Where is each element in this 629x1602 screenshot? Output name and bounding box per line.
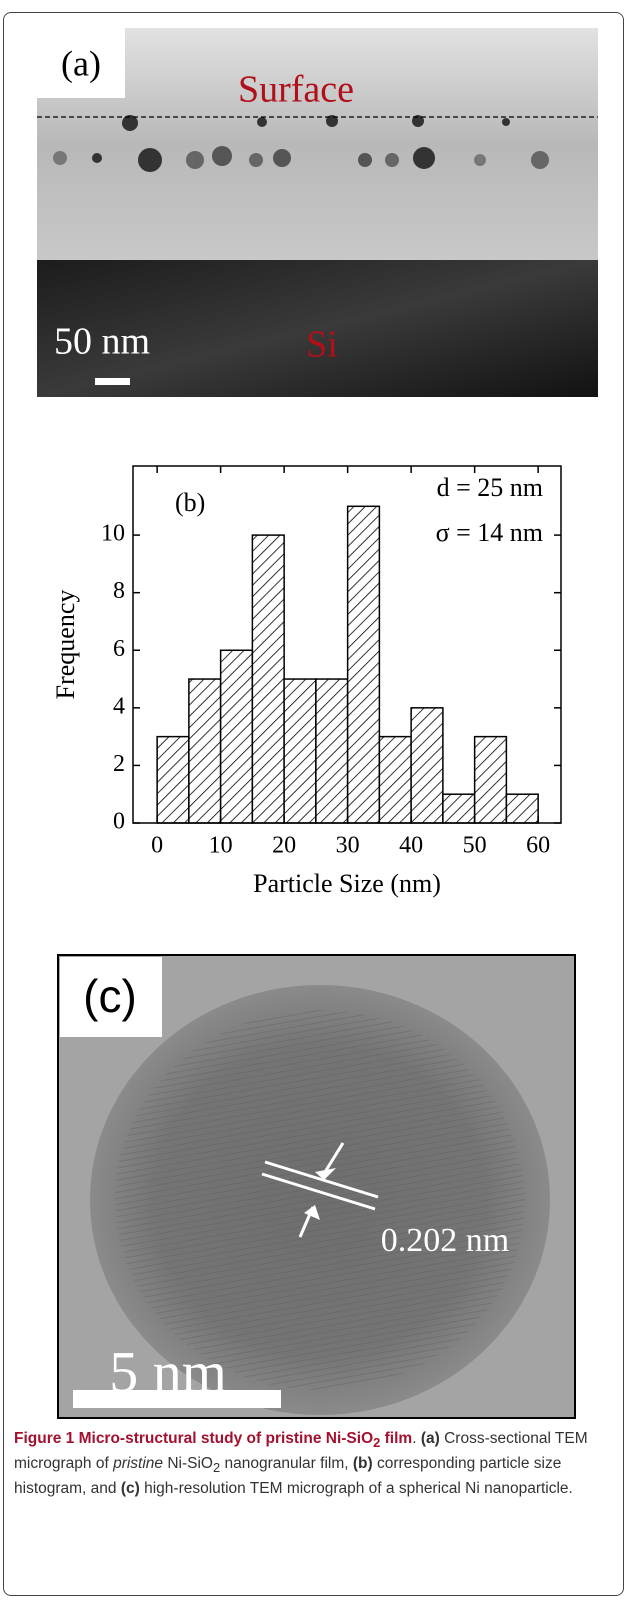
panel-c: (c) 0.202 nm 5 nm: [57, 954, 576, 1419]
bar: [378, 735, 412, 824]
caption-text: Cross-sectional TEM micrograph of: [14, 1430, 588, 1473]
substrate-label: Si: [306, 324, 338, 366]
x-tick-label: 60: [526, 833, 550, 859]
x-tick-label: 20: [272, 833, 296, 859]
bar: [442, 793, 476, 824]
bar: [283, 678, 317, 824]
figure-frame: [3, 12, 624, 1596]
caption: Figure 1 Micro-structural study of prist…: [14, 1428, 619, 1499]
y-tick-label: 4: [113, 693, 125, 719]
panel-b: 0 2 4 6 8 10 0 10 20 30 40 50 60 Particle Size (nm) Fr…: [51, 465, 562, 898]
lattice: [115, 1010, 525, 1390]
bar: [188, 678, 222, 824]
caption-text: Figure 1 Micro-structural study of prist…: [14, 1430, 374, 1447]
x-tick-label: 0: [151, 833, 163, 859]
panel-label: (c): [83, 970, 137, 1022]
bar: [156, 735, 190, 824]
panel-a: (a) Surface 50 nm Si: [37, 28, 598, 397]
arrow-head: [315, 1168, 336, 1180]
bar: [346, 505, 381, 824]
bar: [505, 793, 539, 824]
bar: [251, 534, 285, 824]
arrow-head: [304, 1205, 320, 1220]
annotation: σ = 14 nm: [436, 518, 543, 547]
bar: [473, 735, 508, 824]
y-axis-label: Frequency: [51, 590, 80, 700]
caption-text: (b): [352, 1455, 373, 1473]
caption-text: nanogranular film,: [220, 1455, 353, 1473]
caption-text: film: [380, 1430, 413, 1447]
label-box: [37, 28, 125, 98]
y-tick-label: 0: [113, 809, 125, 835]
particles: [53, 115, 549, 172]
y-tick-label: 2: [113, 751, 125, 777]
caption-text: corresponding particle size histogram, a…: [14, 1455, 562, 1498]
spacing-label: 0.202 nm: [381, 1222, 509, 1259]
surface-label: Surface: [238, 69, 354, 111]
scale-label: 50 nm: [54, 321, 150, 363]
x-tick-label: 50: [463, 833, 487, 859]
annotation: (b): [175, 488, 205, 517]
caption-title: Figure 1 Micro-structural study of prist…: [14, 1430, 413, 1451]
caption-text: 2: [373, 1435, 381, 1451]
substrate-region: [37, 260, 598, 397]
y-tick-label: 8: [113, 578, 125, 604]
caption-text: (c): [120, 1480, 140, 1498]
caption-text: .: [412, 1430, 421, 1447]
caption-text: Ni-SiO: [163, 1455, 213, 1473]
figure: (a) Surface 50 nm Si 0 2 4 6 8 10 0 10 20 30 40 50 6…: [37, 28, 598, 1419]
bar: [315, 678, 349, 824]
scale-bar: [73, 1390, 281, 1408]
caption-text: 2: [213, 1460, 221, 1476]
bar: [410, 707, 444, 824]
spacing-marker: [261, 1142, 379, 1238]
caption-text: high-resolution TEM micrograph of a sphe…: [139, 1480, 573, 1498]
caption-text: (a): [420, 1430, 440, 1447]
scale-bar: [95, 378, 130, 385]
x-tick-label: 30: [336, 833, 360, 859]
label-box: [60, 957, 162, 1037]
y-tick-label: 6: [113, 636, 125, 662]
panel-label: (a): [61, 43, 101, 83]
annotation: d = 25 nm: [437, 473, 543, 502]
x-tick-label: 40: [399, 833, 423, 859]
bar: [219, 649, 254, 824]
x-axis-label: Particle Size (nm): [253, 869, 441, 898]
x-tick-label: 10: [209, 833, 233, 859]
y-tick-label: 10: [101, 521, 125, 547]
caption-text: pristine: [113, 1455, 164, 1473]
tem-image: [37, 28, 598, 260]
